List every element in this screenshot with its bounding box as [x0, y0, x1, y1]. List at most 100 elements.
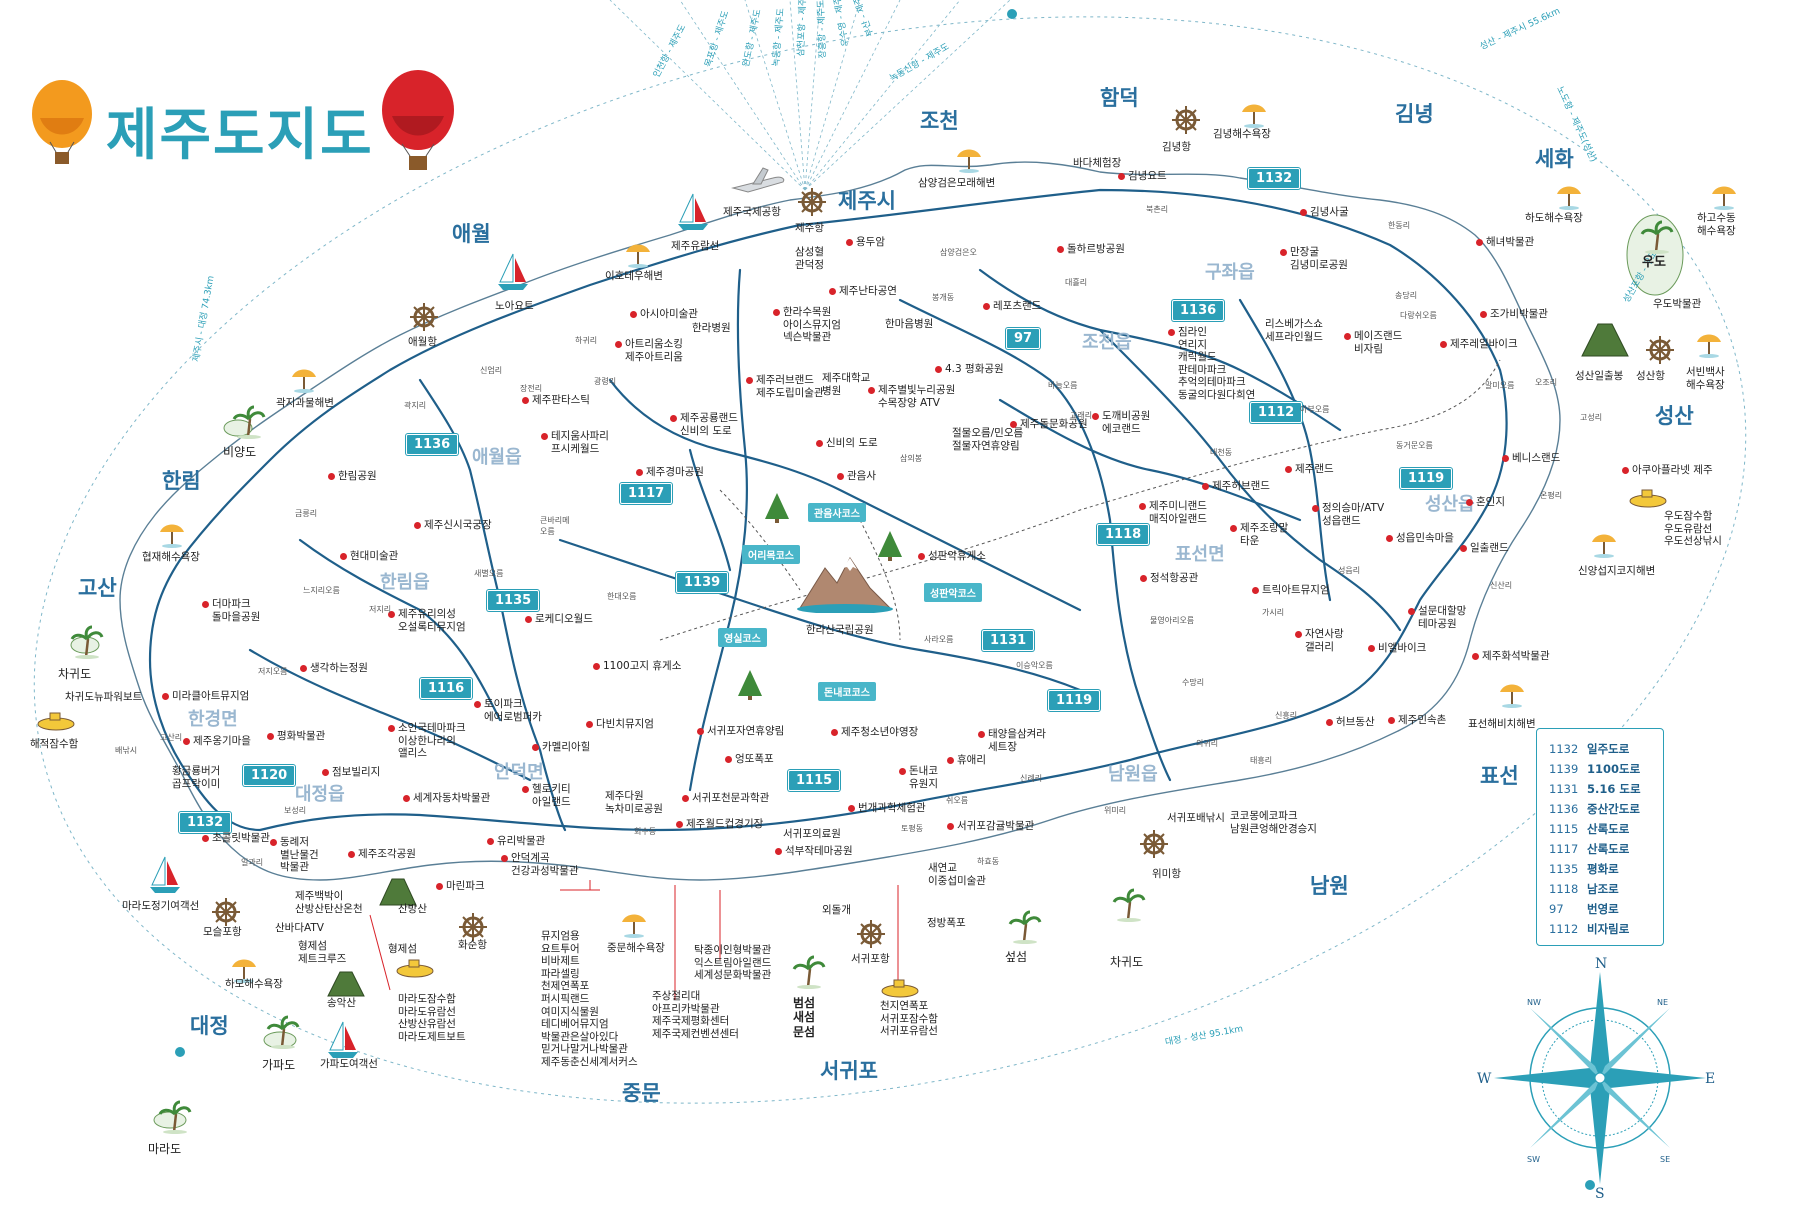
poi-label: 성읍민속마을	[1386, 532, 1454, 544]
poi-label: 세계자동차박물관	[402, 792, 491, 804]
poi-label: 서귀포배낚시	[1167, 812, 1225, 824]
district-daejeong: 대정읍	[295, 784, 345, 805]
poi-label: 석부작테마공원	[775, 845, 853, 857]
poi-label: 아시아미술관	[630, 308, 698, 320]
poi-label: 협재해수욕장	[142, 551, 200, 563]
poi-label: 황금룡버거 곱프락이미	[172, 765, 221, 790]
poi-label: 제주조랑말 타운	[1229, 522, 1289, 547]
poi-label: 안덕계곡 건강과성박물관	[501, 852, 579, 877]
poi-label: 이호테우해변	[605, 270, 663, 282]
poi-label: 삼성혈 관덕정	[795, 246, 824, 271]
poi-label: 로케디오월드	[525, 613, 593, 625]
poi-label: 베니스랜드	[1501, 452, 1561, 464]
district-namwon: 남원읍	[1108, 764, 1158, 785]
palm-tree-icon	[1640, 220, 1674, 254]
road-shield: 1115	[788, 770, 841, 791]
pine-tree-icon	[878, 531, 902, 561]
poi-label: 소인국테마파크 이상한나라의 앨리스	[388, 722, 466, 760]
village-label: 금릉리	[295, 509, 318, 518]
road-shield: 1136	[1172, 300, 1225, 321]
trail-eorimok: 어리목코스	[742, 545, 800, 564]
poi-label: 성판악휴게소	[918, 550, 986, 562]
legend-row: 1131 5.16 도로	[1549, 782, 1641, 796]
region-daejeong: 대정	[190, 1014, 229, 1038]
village-label: 신례리	[1020, 774, 1043, 783]
legend-row: 1115 산록도로	[1549, 822, 1630, 836]
poi-label: 우도	[1642, 255, 1666, 270]
legend-row: 1112 비자림로	[1549, 922, 1630, 936]
poi-label: 서귀포자연휴양림	[696, 725, 785, 737]
poi-label: 4.3 평화공원	[935, 363, 1004, 375]
village-label: 하귀리	[575, 336, 598, 345]
poi-label: 번개과학체험관	[848, 802, 926, 814]
beach-umbrella-icon	[1500, 684, 1524, 708]
poi-label: 한마음병원	[885, 318, 934, 330]
village-label: 위미리	[1104, 806, 1127, 815]
balloon-red-icon	[382, 70, 454, 170]
poi-label: 차귀도뉴파워보트	[65, 691, 143, 703]
poi-label: 제주신시국궁장	[414, 519, 492, 531]
poi-label: 제주민속촌	[1387, 714, 1447, 726]
village-label: 저지리	[369, 605, 392, 614]
seongsan-peak-icon	[1581, 323, 1629, 357]
poi-label: 서귀포감귤박물관	[946, 820, 1035, 832]
poi-label: 비양도	[223, 445, 257, 459]
region-jocheon: 조천	[920, 109, 959, 133]
poi-label: 아트리움소킹 제주아트리움	[615, 338, 683, 363]
submarine-icon	[881, 979, 919, 998]
legend-row: 1118 남조로	[1549, 882, 1619, 896]
poi-label: 해적잠수함	[30, 738, 79, 750]
village-label: 오조리	[1535, 378, 1558, 387]
village-label: 고산리	[160, 733, 183, 742]
poi-label: 제주레일바이크	[1440, 338, 1518, 350]
airplane-icon	[731, 167, 785, 193]
poi-label: 초콜릿박물관	[202, 832, 270, 844]
region-seongsan: 성산	[1655, 404, 1694, 428]
hiking-trails	[659, 359, 1501, 641]
poi-label: 제주공룡랜드 신비의 도로	[670, 412, 738, 437]
poi-label: 제주미니랜드 매직아일랜드	[1139, 500, 1207, 525]
legend-row: 1139 1100도로	[1549, 762, 1641, 776]
palm-tree-icon	[232, 405, 266, 439]
poi-label: 휴애리	[947, 754, 986, 766]
poi-label: 우도박물관	[1653, 298, 1702, 310]
poi-label: 탁종이인형박물관 익스트림아일랜드 세계성문화박물관	[694, 944, 772, 982]
village-label: 봉개동	[932, 293, 955, 302]
village-label: 곽지리	[404, 401, 427, 410]
palm-tree-icon	[70, 625, 104, 659]
road-shield: 1120	[243, 765, 296, 786]
village-label: 일과리	[241, 858, 264, 867]
poi-label: 하도해수욕장	[1525, 212, 1583, 224]
port-wheel-icon	[1646, 336, 1674, 364]
poi-label: 마라도잠수함 마라도유람선 산방산유람선 마라도제트보트	[398, 993, 466, 1043]
ferry-lines	[609, 0, 1011, 191]
region-jeju-si: 제주시	[838, 189, 896, 213]
poi-label: 주상절리대 아프리카박물관 제주국제평화센터 제주국제컨벤션센터	[652, 990, 739, 1040]
beach-umbrella-icon	[1712, 186, 1736, 210]
poi-label: 섶섬	[1005, 950, 1028, 964]
poi-label: 제주판타스틱	[522, 394, 590, 406]
village-label: 쉬오름	[946, 796, 969, 805]
poi-label: 서귀포의료원	[783, 828, 841, 840]
poi-label: 돈내코 유원지	[899, 765, 938, 790]
village-label: 삼양검은오	[940, 248, 977, 257]
poi-label: 리스베가스쇼 세프라인월드	[1265, 318, 1323, 343]
village-label: 큰바리메 오름	[540, 516, 570, 536]
poi-label: 다빈치뮤지엄	[586, 718, 654, 730]
poi-label: 토이파크 에어로범퍼카	[474, 698, 542, 723]
poi-label: 한라수목원 아이스뮤지엄 넥슨박물관	[773, 306, 841, 344]
beach-umbrella-icon	[626, 244, 650, 268]
poi-label: 도깨비공원 에코랜드	[1091, 410, 1151, 435]
beach-umbrella-icon	[1592, 534, 1616, 558]
poi-label: 제주별빛누리공원 수목장양 ATV	[867, 384, 956, 409]
beach-umbrella-icon	[1557, 186, 1581, 210]
region-seogwipo: 서귀포	[820, 1059, 878, 1083]
poi-label: 돌하르방공원	[1057, 243, 1125, 255]
poi-label: 차귀도	[1110, 955, 1144, 969]
submarine-icon	[37, 712, 75, 731]
sailboat-icon	[678, 193, 708, 230]
poi-label: 테지움사파리 프시케월드	[541, 430, 609, 455]
village-label: 한대오름	[607, 592, 637, 601]
